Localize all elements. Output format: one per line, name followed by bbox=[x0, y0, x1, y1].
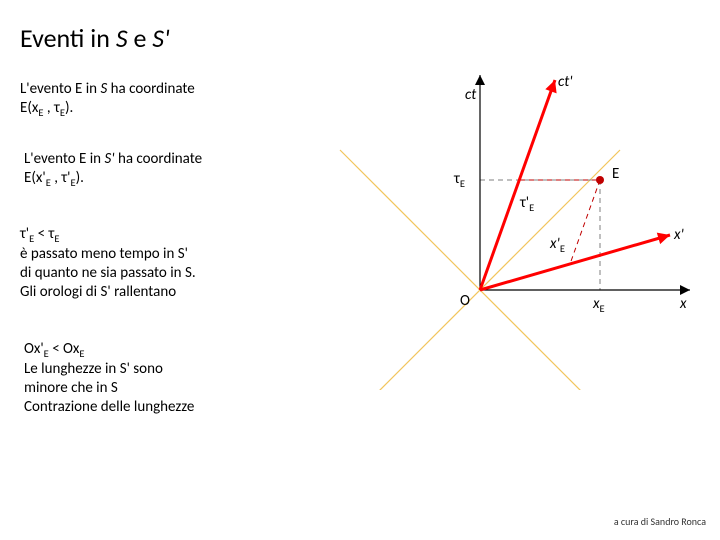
axis-label-x: x bbox=[680, 295, 687, 313]
axis-label-ct: ct bbox=[465, 86, 476, 104]
p4a: Ox' bbox=[24, 340, 44, 358]
p2b: S' bbox=[104, 150, 114, 168]
label-tau-e: τE bbox=[454, 170, 465, 190]
label-tauprime-e: τ'E bbox=[520, 194, 534, 214]
p4g: Contrazione delle lunghezze bbox=[24, 398, 194, 416]
p1c: ha coordinate bbox=[107, 80, 195, 98]
p3d: E bbox=[54, 232, 59, 245]
p2d: E(x' bbox=[24, 169, 46, 187]
p4e: Le lunghezze in S' sono bbox=[24, 360, 163, 378]
p3f: di quanto ne sia passato in S. bbox=[20, 264, 196, 282]
lt3: τ' bbox=[520, 194, 529, 212]
minkowski-diagram: ct ct' x x' E τE τ'E xE x'E O bbox=[320, 70, 700, 390]
label-origin: O bbox=[460, 292, 470, 310]
footer-credit: a cura di Sandro Ronca bbox=[614, 515, 706, 528]
p3e: è passato meno tempo in S' bbox=[20, 245, 188, 263]
p2h: ). bbox=[76, 169, 84, 187]
p2f: , τ' bbox=[51, 169, 71, 187]
p2a: L'evento E in bbox=[24, 150, 104, 168]
p1d: E(x bbox=[20, 99, 38, 117]
para-event-sprime: L'evento E in S' ha coordinate E(x'E , τ… bbox=[24, 150, 202, 189]
diagram-svg bbox=[320, 70, 700, 390]
slide: Eventi in S e S' L'evento E in S ha coor… bbox=[0, 0, 720, 540]
lt2: E bbox=[460, 177, 465, 190]
title-prefix: Eventi in bbox=[20, 22, 116, 54]
p4d: E bbox=[79, 347, 84, 360]
label-e: E bbox=[612, 165, 619, 183]
axis-label-ctprime: ct' bbox=[558, 73, 573, 91]
p4f: minore che in S bbox=[24, 379, 118, 397]
p3c: < τ bbox=[34, 225, 54, 243]
title-and: e bbox=[128, 22, 153, 54]
lt4: E bbox=[529, 201, 534, 214]
p2c: ha coordinate bbox=[115, 150, 203, 168]
label-xprime-e: x'E bbox=[550, 235, 565, 255]
lx4: E bbox=[560, 242, 565, 255]
p3a: τ' bbox=[20, 225, 29, 243]
p4c: < Ox bbox=[49, 340, 80, 358]
para-time: τ'E < τE è passato meno tempo in S' di q… bbox=[20, 225, 196, 301]
title-s: S bbox=[116, 22, 128, 54]
p3g: Gli orologi di S' rallentano bbox=[20, 283, 176, 301]
axis-label-xprime: x' bbox=[674, 226, 684, 244]
slide-title: Eventi in S e S' bbox=[20, 22, 170, 54]
p1a: L'evento E in bbox=[20, 80, 100, 98]
para-event-s: L'evento E in S ha coordinate E(xE , τE)… bbox=[20, 80, 195, 119]
p1h: ). bbox=[65, 99, 73, 117]
para-length: Ox'E < OxE Le lunghezze in S' sono minor… bbox=[24, 340, 194, 416]
label-x-e: xE bbox=[593, 295, 605, 315]
title-sprime: S' bbox=[152, 22, 170, 54]
p1f: , τ bbox=[44, 99, 60, 117]
lx2: E bbox=[600, 302, 605, 315]
lx3: x' bbox=[550, 235, 560, 253]
